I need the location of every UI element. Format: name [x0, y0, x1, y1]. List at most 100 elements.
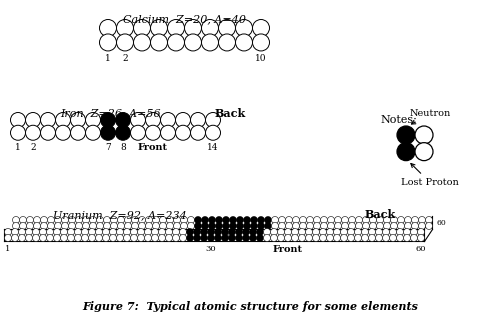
Circle shape — [356, 222, 363, 229]
Circle shape — [327, 228, 334, 236]
Circle shape — [349, 216, 356, 223]
Text: 60: 60 — [416, 246, 426, 253]
Text: Iron  Z=26, A=56: Iron Z=26, A=56 — [60, 108, 160, 118]
Circle shape — [342, 222, 349, 229]
Circle shape — [172, 228, 179, 236]
Circle shape — [130, 235, 137, 242]
Circle shape — [180, 222, 187, 229]
Circle shape — [137, 228, 144, 236]
Text: 10: 10 — [255, 54, 267, 63]
Circle shape — [20, 216, 27, 223]
Circle shape — [27, 222, 34, 229]
Circle shape — [76, 216, 83, 223]
Circle shape — [56, 125, 71, 140]
Circle shape — [96, 228, 103, 236]
Circle shape — [187, 222, 194, 229]
Circle shape — [151, 235, 158, 242]
Circle shape — [250, 216, 258, 223]
Circle shape — [200, 235, 207, 242]
Circle shape — [158, 235, 165, 242]
Circle shape — [111, 216, 118, 223]
Circle shape — [242, 228, 249, 236]
Circle shape — [110, 228, 117, 236]
Circle shape — [104, 222, 111, 229]
Circle shape — [165, 235, 172, 242]
Circle shape — [236, 222, 243, 229]
Circle shape — [62, 216, 69, 223]
Circle shape — [235, 19, 253, 37]
Circle shape — [214, 228, 221, 236]
Circle shape — [314, 216, 321, 223]
Circle shape — [218, 19, 235, 37]
Text: 60: 60 — [436, 219, 446, 227]
Circle shape — [293, 216, 300, 223]
Circle shape — [355, 235, 362, 242]
Circle shape — [175, 113, 190, 127]
Circle shape — [410, 235, 417, 242]
Circle shape — [33, 228, 40, 236]
Circle shape — [82, 228, 89, 236]
Circle shape — [144, 235, 151, 242]
Circle shape — [110, 235, 117, 242]
Circle shape — [286, 222, 293, 229]
Circle shape — [96, 235, 103, 242]
Circle shape — [390, 222, 397, 229]
Circle shape — [313, 228, 320, 236]
Circle shape — [20, 222, 27, 229]
Circle shape — [249, 228, 257, 236]
Circle shape — [117, 34, 133, 51]
Circle shape — [341, 235, 348, 242]
Circle shape — [103, 228, 110, 236]
Text: Figure 7:  Typical atomic structure for some elements: Figure 7: Typical atomic structure for s… — [82, 301, 418, 312]
Circle shape — [355, 228, 362, 236]
Circle shape — [404, 222, 411, 229]
Circle shape — [100, 34, 117, 51]
Circle shape — [335, 222, 342, 229]
Circle shape — [160, 125, 175, 140]
Text: Uranium  Z=92, A=234: Uranium Z=92, A=234 — [53, 210, 187, 220]
Circle shape — [258, 216, 265, 223]
Circle shape — [118, 216, 125, 223]
Circle shape — [184, 34, 201, 51]
Text: 30: 30 — [206, 246, 216, 253]
Circle shape — [125, 216, 131, 223]
Circle shape — [376, 216, 383, 223]
Circle shape — [271, 235, 278, 242]
Circle shape — [184, 19, 201, 37]
Circle shape — [133, 34, 150, 51]
Circle shape — [40, 235, 47, 242]
Circle shape — [68, 235, 75, 242]
Circle shape — [257, 228, 264, 236]
Circle shape — [348, 235, 355, 242]
Circle shape — [356, 216, 363, 223]
Circle shape — [71, 113, 86, 127]
Circle shape — [117, 228, 124, 236]
Circle shape — [369, 235, 376, 242]
Circle shape — [411, 222, 418, 229]
Circle shape — [327, 235, 334, 242]
Circle shape — [292, 235, 299, 242]
Circle shape — [26, 228, 33, 236]
Circle shape — [300, 216, 307, 223]
Circle shape — [320, 235, 327, 242]
Circle shape — [40, 228, 47, 236]
Circle shape — [26, 235, 33, 242]
Circle shape — [172, 235, 179, 242]
Circle shape — [376, 222, 383, 229]
Circle shape — [75, 228, 82, 236]
Circle shape — [145, 113, 160, 127]
Circle shape — [12, 228, 19, 236]
Circle shape — [62, 222, 69, 229]
Circle shape — [34, 222, 41, 229]
Text: Front: Front — [273, 246, 303, 254]
Circle shape — [362, 235, 369, 242]
Circle shape — [89, 235, 96, 242]
Circle shape — [97, 222, 104, 229]
Circle shape — [299, 228, 306, 236]
Circle shape — [160, 113, 175, 127]
Circle shape — [348, 228, 355, 236]
Circle shape — [425, 216, 432, 223]
Circle shape — [90, 222, 97, 229]
Circle shape — [11, 125, 26, 140]
Circle shape — [54, 228, 61, 236]
